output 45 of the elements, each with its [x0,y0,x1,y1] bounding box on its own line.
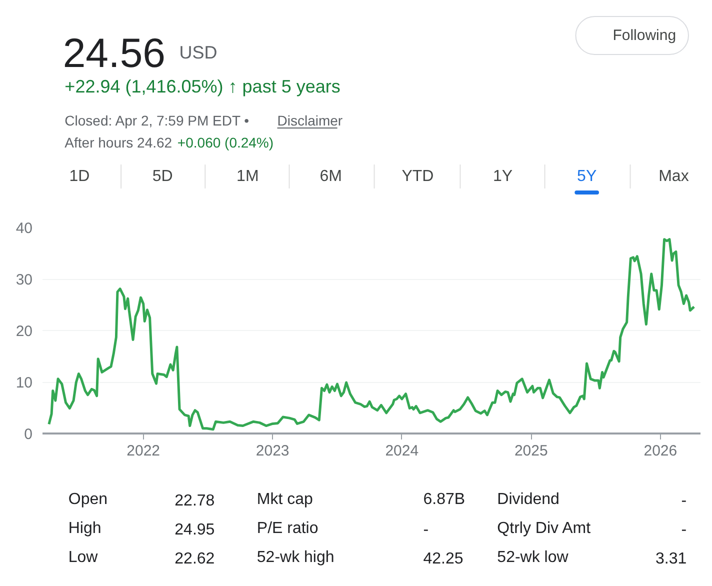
y-tick-label: 0 [24,426,32,443]
x-tick-label: 2025 [514,442,548,460]
text: 6.87B [423,491,466,508]
x-tick-label: 2023 [256,442,290,460]
text: 6M [320,168,342,185]
y-tick-label: 30 [16,272,33,288]
x-tick-label: 2026 [644,442,678,460]
text: 42.25 [423,550,464,568]
text: After hours 24.62 [64,134,172,150]
text: 5Y [577,168,597,185]
line-series [48,238,696,431]
text: Open [68,491,108,508]
text: 3.31 [655,550,687,568]
chart-title: 24.56 [62,30,166,76]
y-tick-label: 40 [16,220,33,237]
text: Closed: Apr 2, 7:59 PM EDT • [64,112,250,128]
text: Following [612,27,676,44]
text: 22.62 [174,550,215,568]
text: Low [68,549,98,566]
text: - [681,522,687,538]
y-tick-label: 20 [16,323,33,340]
text: YTD [402,168,434,185]
text: Max [658,168,689,185]
text: - [423,522,429,538]
chart-subtitle: +22.94 (1,416.05%) ↑ past 5 years [64,76,340,96]
x-tick-label: 2022 [126,442,160,460]
y-tick-label: 10 [16,374,33,392]
text: +0.060 (0.24%) [177,134,274,150]
text: High [68,520,102,537]
text: 22.78 [174,492,215,510]
text: USD [179,42,218,62]
text: Dividend [497,491,560,508]
text: 1D [69,168,90,185]
text: 52-wk low [497,549,569,566]
text: Mkt cap [256,491,314,508]
text: - [681,492,687,510]
text: 5D [152,168,173,185]
text: 1Y [492,168,513,185]
x-tick-label: 2024 [385,442,419,460]
text: Disclaimer [277,112,343,128]
text: 24.95 [174,522,215,538]
text: Qtrly Div Amt [497,520,592,537]
text: 52-wk high [256,549,334,566]
text: 1M [236,168,259,185]
text: P/E ratio [256,520,318,537]
